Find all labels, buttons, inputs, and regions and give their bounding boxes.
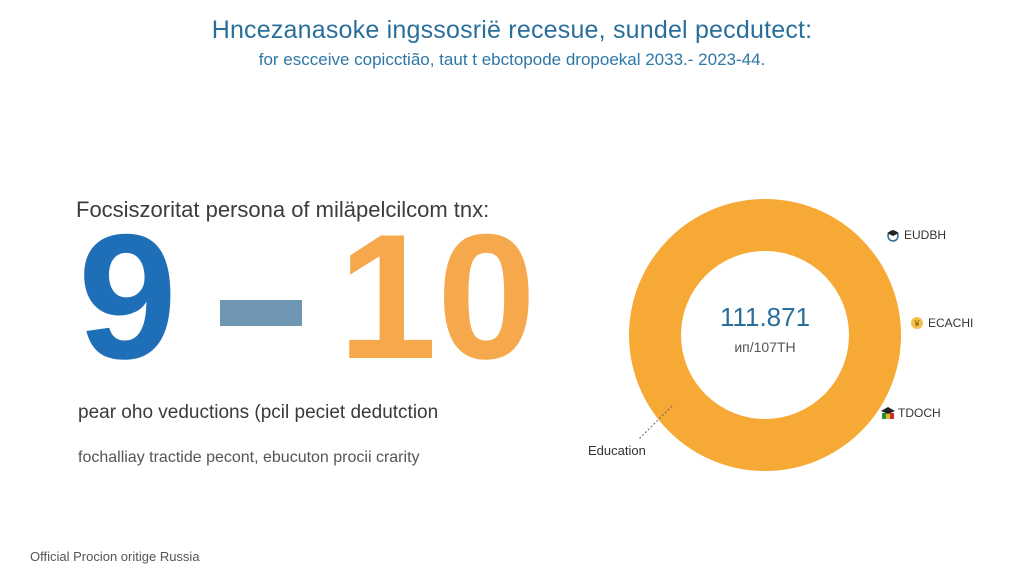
ring-circle [629, 199, 901, 471]
page-title: Hncezanasoke ingssosrië recesue, sundel … [211, 16, 813, 44]
ring-center: 111.871 ип/107TH [620, 302, 910, 355]
stat-from-number: 9 [78, 197, 177, 396]
legend-item-1: EUDBH [886, 228, 946, 242]
legend-label-3: TDOCH [898, 406, 941, 420]
stat-label: Focsiszoritat persona of miläpelcilcom t… [76, 197, 490, 222]
coin-icon: ¥ [910, 316, 924, 330]
ring-unit: ип/107TH [734, 339, 796, 355]
legend-label-2: ECACHI [928, 316, 974, 330]
donut-ring [620, 190, 910, 480]
stat-to-number: 10 [338, 197, 536, 396]
graduation-cap-icon [880, 406, 895, 420]
ring-value: 111.871 [719, 302, 811, 332]
svg-text:¥: ¥ [913, 319, 920, 329]
callout-line [637, 405, 673, 441]
legend-label-1: EUDBH [904, 228, 947, 242]
footer: Official Procion oritige Russia [30, 549, 200, 564]
stat-note: pear oho veductions (pcil peciet dedutct… [78, 402, 439, 423]
header: Hncezanasoke ingssosrië recesue, sundel … [0, 14, 1024, 72]
legend-item-3: TDOCH [880, 406, 941, 420]
range-dash [220, 300, 302, 326]
legend-item-2: ¥ ECACHI [910, 316, 973, 330]
graduation-cap-icon [886, 228, 900, 242]
education-callout: Education [588, 443, 646, 458]
page-subtitle: for escceive copicctião, taut t ebctopod… [258, 50, 766, 69]
stat-note-secondary: fochalliay tractide pecont, ebucuton pro… [78, 449, 420, 466]
